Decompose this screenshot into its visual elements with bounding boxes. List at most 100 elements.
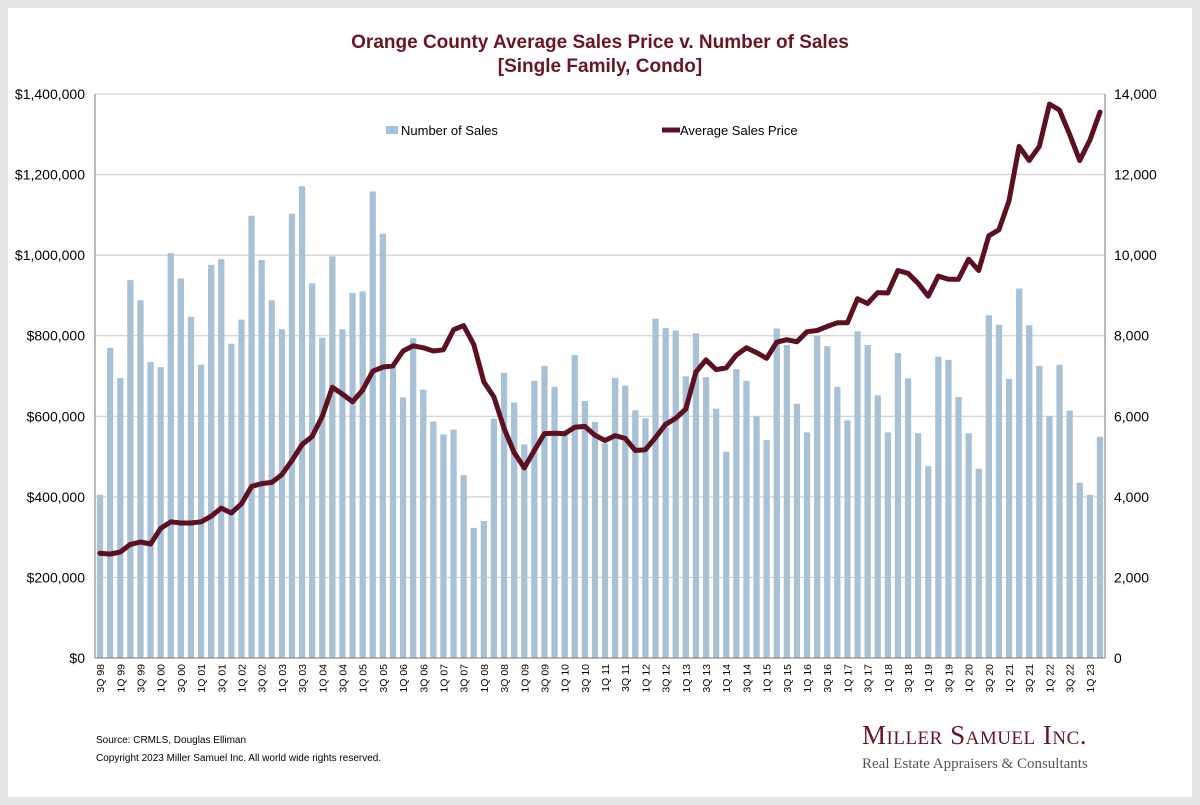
bar [420, 389, 427, 658]
x-tick-label: 1Q 05 [358, 664, 370, 693]
legend-label-number-of-sales: Number of Sales [401, 123, 498, 138]
bar [864, 344, 871, 658]
bar [511, 402, 518, 658]
bar [955, 396, 962, 658]
x-tick-label: 1Q 22 [1045, 664, 1057, 693]
bar [713, 408, 720, 658]
x-tick-label: 1Q 16 [802, 664, 814, 693]
bar [157, 367, 164, 658]
x-tick-label: 1Q 18 [883, 664, 895, 693]
x-tick-label: 1Q 02 [237, 664, 249, 693]
bar [1046, 416, 1053, 658]
bar [945, 359, 952, 658]
x-tick-label: 1Q 11 [600, 664, 612, 692]
x-tick-label: 3Q 06 [418, 664, 430, 693]
bar [561, 434, 568, 658]
gridlines [95, 93, 1105, 578]
bar [187, 316, 195, 658]
bar [521, 444, 528, 658]
x-tick-label: 1Q 20 [964, 664, 976, 693]
bar [410, 338, 417, 658]
bar [702, 377, 710, 658]
bar [460, 475, 467, 658]
legend-label-average-sales-price: Average Sales Price [680, 123, 798, 138]
x-tick-label: 3Q 22 [1065, 664, 1077, 693]
bar [430, 421, 437, 658]
bar [309, 283, 316, 658]
right-tick-label: 2,000 [1114, 569, 1149, 585]
bar [238, 319, 245, 658]
bar [480, 521, 487, 658]
right-tick-label: 4,000 [1114, 489, 1149, 505]
x-tick-label: 1Q 99 [115, 664, 127, 693]
bar [793, 403, 801, 658]
bar [995, 324, 1003, 658]
bar [692, 333, 700, 658]
bar [884, 432, 891, 658]
x-tick-label: 3Q 17 [863, 664, 875, 693]
bar [783, 344, 790, 658]
right-tick-label: 8,000 [1114, 328, 1149, 344]
right-tick-label: 12,000 [1114, 167, 1157, 183]
x-tick-label: 1Q 14 [721, 664, 733, 693]
bar [197, 364, 205, 658]
bar [1026, 325, 1033, 658]
bar [117, 378, 124, 658]
x-tick-label: 3Q 07 [459, 664, 471, 693]
x-tick-label: 3Q 98 [95, 664, 107, 693]
bar [591, 421, 599, 658]
right-tick-label: 0 [1114, 650, 1122, 666]
bar [329, 256, 336, 658]
left-tick-label: $600,000 [27, 408, 86, 424]
bar [288, 213, 296, 659]
legend-swatch-number-of-sales [386, 126, 398, 134]
bar [127, 280, 134, 658]
bar [682, 376, 689, 658]
x-tick-label: 3Q 09 [539, 664, 551, 693]
bar [733, 369, 740, 658]
bar [743, 380, 750, 658]
bar [672, 330, 679, 658]
bar [642, 418, 649, 658]
bar [1005, 378, 1013, 658]
right-tick-label: 6,000 [1114, 408, 1149, 424]
bar [531, 380, 538, 658]
x-tick-label: 1Q 04 [317, 664, 329, 693]
bar [440, 434, 447, 658]
bar [490, 418, 498, 658]
bar [1036, 365, 1043, 658]
bar [904, 378, 912, 658]
x-tick-label: 1Q 12 [640, 664, 652, 693]
x-tick-label: 1Q 01 [196, 664, 208, 693]
bar [763, 440, 770, 658]
bar [218, 259, 225, 658]
bar [601, 443, 609, 658]
x-tick-label: 3Q 16 [822, 664, 834, 693]
x-tick-label: 1Q 13 [681, 664, 693, 693]
x-tick-label: 3Q 02 [257, 664, 269, 693]
bar [278, 329, 285, 658]
legend: Number of Sales Average Sales Price [386, 123, 798, 138]
logo-tagline: Real Estate Appraisers & Consultants [862, 756, 1088, 772]
bar [298, 186, 306, 659]
bar [935, 356, 942, 658]
x-tick-label: 3Q 21 [1024, 664, 1036, 693]
chart-frame [8, 8, 1192, 797]
bar [965, 433, 972, 658]
bars-number-of-sales [96, 186, 1104, 659]
left-tick-label: $1,400,000 [15, 86, 85, 102]
x-tick-label: 3Q 19 [943, 664, 955, 693]
x-tick-label: 3Q 20 [984, 664, 996, 693]
left-tick-label: $400,000 [27, 489, 86, 505]
bar [632, 410, 639, 658]
bar [450, 429, 457, 658]
x-axis-ticks: 3Q 98 1Q 99 3Q 99 1Q 00 3Q 00 1Q 01 3Q 01 1Q 02… [95, 664, 1097, 693]
x-tick-label: 1Q 21 [1004, 664, 1016, 693]
x-tick-label: 3Q 03 [297, 664, 309, 693]
bar [500, 372, 508, 658]
bar [814, 335, 821, 658]
bar [985, 315, 992, 658]
source-note: Source: CRMLS, Douglas Elliman [96, 735, 247, 746]
x-tick-label: 3Q 99 [136, 664, 148, 693]
x-tick-label: 3Q 04 [337, 664, 349, 693]
